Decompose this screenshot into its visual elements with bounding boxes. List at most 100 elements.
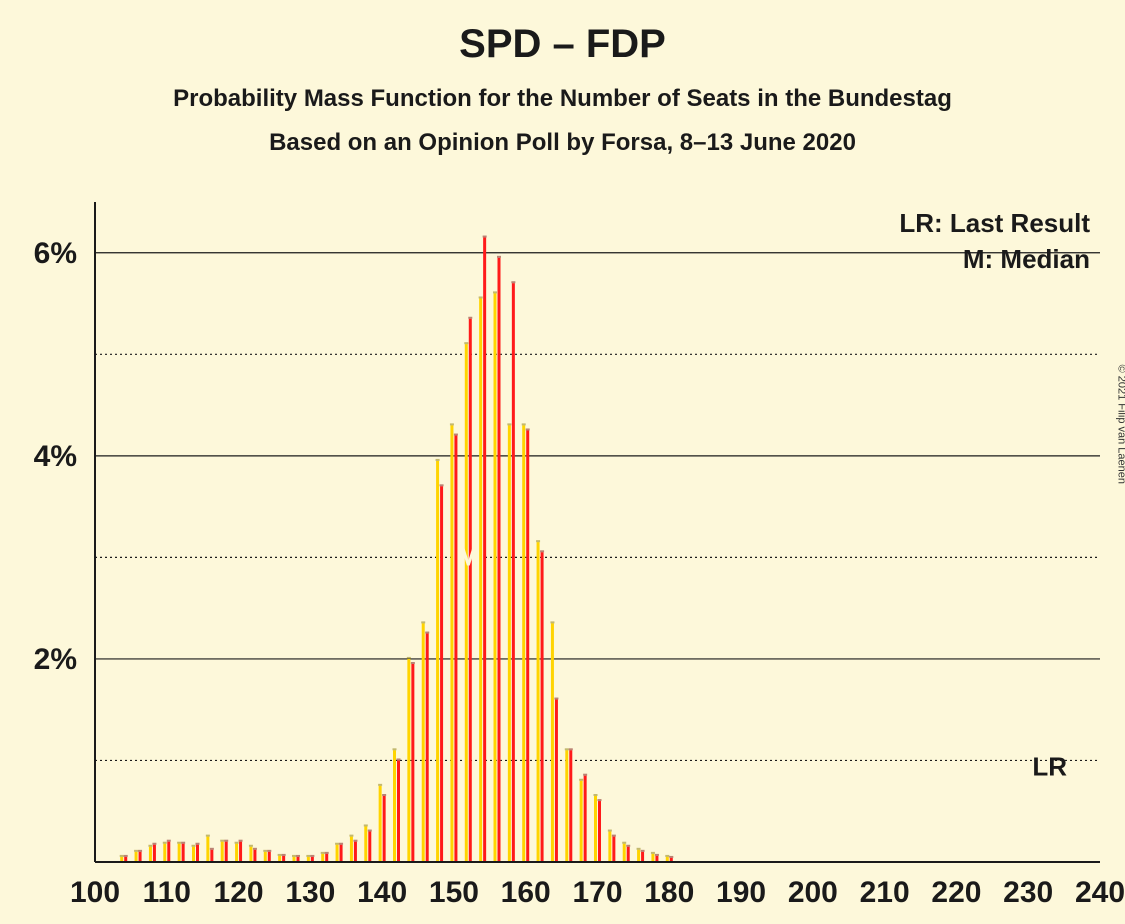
bar-cap (393, 748, 397, 750)
bar-yellow (450, 425, 453, 862)
bar-cap (267, 850, 271, 852)
y-tick-label: 2% (34, 643, 77, 676)
bar-yellow (350, 837, 353, 862)
bar-red (225, 842, 228, 862)
bar-cap (192, 845, 196, 847)
x-tick-label: 200 (788, 876, 838, 909)
bar-red (627, 847, 630, 862)
bar-cap (479, 296, 483, 298)
bar-cap (421, 621, 425, 623)
bar-yellow (594, 796, 597, 862)
bar-cap (382, 794, 386, 796)
x-tick-label: 120 (214, 876, 264, 909)
bar-cap (608, 830, 612, 832)
x-tick-label: 130 (285, 876, 335, 909)
bar-cap (594, 794, 598, 796)
bar-cap (310, 855, 314, 857)
bar-red (526, 430, 529, 862)
bar-red (167, 842, 170, 862)
bar-red (268, 852, 271, 862)
bar-cap (440, 484, 444, 486)
x-tick-label: 190 (716, 876, 766, 909)
bar-cap (378, 784, 382, 786)
bar-cap (349, 835, 353, 837)
legend-m: M: Median (963, 244, 1090, 274)
bar-cap (124, 855, 128, 857)
bar-yellow (465, 344, 468, 862)
chart-subtitle2: Based on an Opinion Poll by Forsa, 8–13 … (0, 129, 1125, 157)
bar-yellow (537, 542, 540, 862)
bar-red (340, 845, 343, 862)
chart-area: 2%4%6%1001101201301401501601701801902002… (0, 202, 1125, 924)
bar-cap (407, 657, 411, 659)
bar-cap (335, 843, 339, 845)
bar-cap (196, 843, 200, 845)
bar-cap (239, 840, 243, 842)
bar-red (440, 486, 443, 862)
bar-red (555, 700, 558, 862)
bar-yellow (422, 623, 425, 862)
bar-red (210, 850, 213, 862)
bar-cap (468, 317, 472, 319)
bar-red (383, 796, 386, 862)
bar-red (153, 845, 156, 862)
bar-cap (464, 342, 468, 344)
bar-cap (454, 434, 458, 436)
bar-yellow (221, 842, 224, 862)
bar-red (598, 801, 601, 862)
x-tick-label: 160 (501, 876, 551, 909)
median-marker: M (457, 541, 479, 571)
bar-red (368, 832, 371, 862)
bar-cap (296, 855, 300, 857)
legend-lr: LR: Last Result (899, 208, 1090, 238)
bar-cap (120, 855, 124, 857)
bar-cap (206, 835, 210, 837)
bar-red (253, 850, 256, 862)
bar-cap (565, 748, 569, 750)
bar-cap (637, 848, 641, 850)
bar-red (612, 837, 615, 862)
bar-yellow (364, 826, 367, 862)
bar-cap (655, 854, 659, 856)
bar-cap (263, 850, 267, 852)
x-tick-label: 100 (70, 876, 120, 909)
bar-cap (665, 855, 669, 857)
bar-yellow (407, 659, 410, 862)
x-tick-label: 230 (1003, 876, 1053, 909)
x-tick-label: 180 (644, 876, 694, 909)
bar-cap (282, 854, 286, 856)
bar-cap (493, 291, 497, 293)
bar-red (584, 776, 587, 862)
bar-cap (224, 840, 228, 842)
bar-cap (579, 779, 583, 781)
bar-cap (583, 774, 587, 776)
bar-cap (364, 824, 368, 826)
bar-cap (536, 540, 540, 542)
bar-red (196, 845, 199, 862)
bar-yellow (494, 293, 497, 862)
bar-red (182, 844, 185, 862)
bar-red (541, 552, 544, 862)
bar-yellow (508, 425, 511, 862)
bar-yellow (163, 844, 166, 862)
chart-title: SPD – FDP (0, 22, 1125, 67)
bar-red (139, 852, 142, 862)
bar-cap (321, 852, 325, 854)
bar-cap (497, 256, 501, 258)
bar-yellow (393, 750, 396, 862)
bar-yellow (580, 781, 583, 862)
bar-cap (669, 856, 673, 858)
bar-cap (550, 621, 554, 623)
bar-yellow (522, 425, 525, 862)
bar-cap (641, 850, 645, 852)
last-result-marker: LR (1032, 752, 1067, 782)
bar-cap (612, 835, 616, 837)
bar-yellow (436, 461, 439, 862)
bar-cap (253, 848, 257, 850)
y-tick-label: 4% (34, 440, 77, 473)
bar-red (483, 238, 486, 862)
bar-cap (181, 842, 185, 844)
bar-yellow (565, 750, 568, 862)
bar-red (411, 664, 414, 862)
chart-subtitle: Probability Mass Function for the Number… (0, 85, 1125, 113)
